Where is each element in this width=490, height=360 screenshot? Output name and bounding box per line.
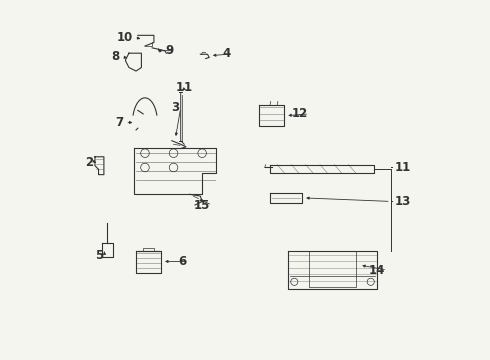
Text: 9: 9 bbox=[165, 44, 173, 57]
Text: 4: 4 bbox=[222, 48, 231, 60]
Text: 6: 6 bbox=[178, 255, 186, 268]
Text: 2: 2 bbox=[85, 156, 93, 168]
Text: 1: 1 bbox=[184, 81, 192, 94]
Text: 12: 12 bbox=[291, 107, 308, 120]
Text: 10: 10 bbox=[116, 31, 132, 44]
Text: 11: 11 bbox=[394, 161, 411, 174]
Text: 1: 1 bbox=[176, 81, 184, 94]
Text: 8: 8 bbox=[112, 50, 120, 63]
Text: 5: 5 bbox=[95, 248, 103, 261]
Text: 7: 7 bbox=[116, 116, 123, 129]
Text: 15: 15 bbox=[194, 198, 210, 212]
Text: 13: 13 bbox=[394, 195, 411, 208]
Text: 14: 14 bbox=[369, 264, 386, 276]
Text: 3: 3 bbox=[171, 102, 179, 114]
